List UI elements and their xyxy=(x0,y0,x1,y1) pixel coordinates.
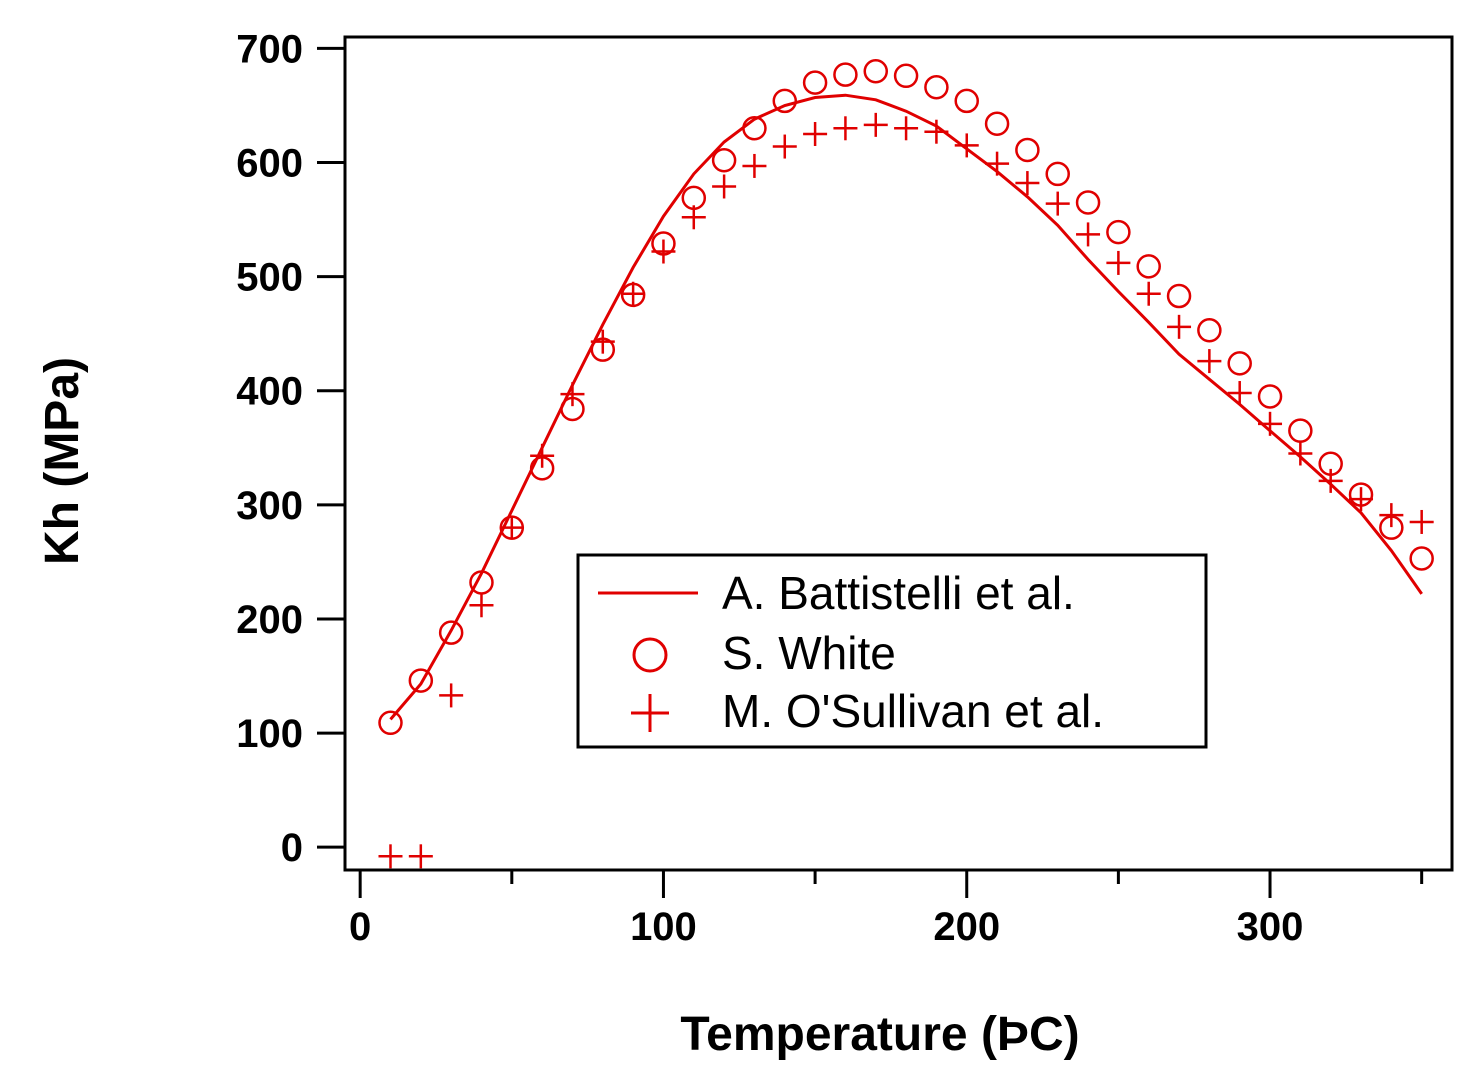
data-point-plus xyxy=(1136,281,1161,306)
data-point-circle xyxy=(1197,318,1222,343)
data-point-circle xyxy=(984,111,1010,136)
data-point-circle xyxy=(833,62,858,87)
data-point-circle xyxy=(1409,546,1434,571)
data-point-plus xyxy=(1076,222,1101,247)
data-point-plus xyxy=(560,382,585,407)
data-point-plus xyxy=(621,281,646,306)
x-axis-title: Temperature (ÞC) xyxy=(680,1008,1079,1061)
data-point-plus xyxy=(530,443,555,468)
y-axis-title: Kh (MPa) xyxy=(36,357,89,565)
series-plus xyxy=(378,112,1434,869)
y-tick-label: 300 xyxy=(236,484,303,528)
data-point-circle xyxy=(863,58,889,84)
data-point-circle xyxy=(772,88,798,114)
data-point-circle xyxy=(893,63,919,89)
y-tick-label: 700 xyxy=(236,27,303,71)
data-point-plus xyxy=(954,133,979,158)
data-point-plus xyxy=(772,134,797,159)
data-point-plus xyxy=(803,121,828,146)
data-point-plus xyxy=(590,329,615,354)
data-point-plus xyxy=(408,844,433,869)
data-point-circle xyxy=(1227,351,1252,376)
tick-labels: 0 100 200 300 400 500 600 700 0 100 200 300 xyxy=(236,27,1303,949)
data-point-circle xyxy=(711,147,737,173)
data-point-plus xyxy=(1258,411,1283,436)
legend-box xyxy=(576,553,1208,749)
data-point-circle xyxy=(1106,219,1131,245)
data-point-plus xyxy=(469,593,494,618)
data-point-circle xyxy=(954,88,979,114)
data-point-circle xyxy=(438,620,464,645)
data-point-plus xyxy=(651,239,676,264)
data-point-plus xyxy=(742,153,767,178)
data-point-plus xyxy=(894,116,919,141)
data-point-plus xyxy=(985,151,1010,176)
data-point-plus xyxy=(1227,381,1252,406)
data-point-plus xyxy=(1318,468,1343,493)
data-point-plus xyxy=(833,116,858,141)
data-point-plus xyxy=(378,844,403,869)
data-point-plus xyxy=(499,515,524,540)
x-tick-label: 100 xyxy=(630,905,697,949)
data-point-plus xyxy=(1106,250,1131,275)
data-point-plus xyxy=(1409,509,1434,534)
data-point-plus xyxy=(1167,314,1192,339)
y-tick-label: 100 xyxy=(236,712,303,756)
data-point-circle xyxy=(1288,418,1313,443)
data-point-circle xyxy=(1045,161,1070,187)
data-point-circle xyxy=(378,710,403,736)
data-point-circle xyxy=(1075,190,1101,215)
data-point-circle xyxy=(742,116,767,141)
y-tick-label: 0 xyxy=(281,826,303,870)
data-point-plus xyxy=(1197,349,1222,374)
data-point-plus xyxy=(924,119,949,144)
data-point-circle xyxy=(1257,384,1283,409)
data-point-plus xyxy=(863,112,888,137)
y-tick-label: 500 xyxy=(236,256,303,300)
legend-circle-symbol xyxy=(632,637,668,673)
data-point-circle xyxy=(924,74,949,100)
series-layer xyxy=(378,58,1434,869)
legend: A. Battistelli et al. S. White M. O'Sull… xyxy=(576,553,1208,749)
data-point-plus xyxy=(1349,487,1374,512)
legend-label-battistelli: A. Battistelli et al. xyxy=(722,567,1075,619)
data-point-plus xyxy=(1015,171,1040,196)
y-tick-label: 400 xyxy=(236,370,303,414)
legend-label-white: S. White xyxy=(722,627,896,679)
data-point-circle xyxy=(802,70,828,95)
plot-frame xyxy=(343,35,1454,872)
data-point-circle xyxy=(1015,137,1040,163)
data-point-plus xyxy=(1379,503,1404,528)
x-tick-label: 200 xyxy=(933,905,1000,949)
legend-label-osullivan: M. O'Sullivan et al. xyxy=(722,685,1104,737)
axis-ticks xyxy=(317,46,1424,898)
y-tick-label: 600 xyxy=(236,142,303,186)
data-point-plus xyxy=(712,174,737,199)
data-point-plus xyxy=(1045,191,1070,216)
legend-plus-symbol xyxy=(631,694,669,732)
data-point-plus xyxy=(439,683,464,708)
y-tick-label: 200 xyxy=(236,598,303,642)
data-point-plus xyxy=(1288,441,1313,466)
x-tick-label: 300 xyxy=(1237,905,1304,949)
data-point-circle xyxy=(1136,254,1161,279)
data-point-circle xyxy=(408,668,434,693)
x-tick-label: 0 xyxy=(349,905,371,949)
data-point-circle xyxy=(1166,283,1192,309)
data-point-plus xyxy=(681,205,706,230)
